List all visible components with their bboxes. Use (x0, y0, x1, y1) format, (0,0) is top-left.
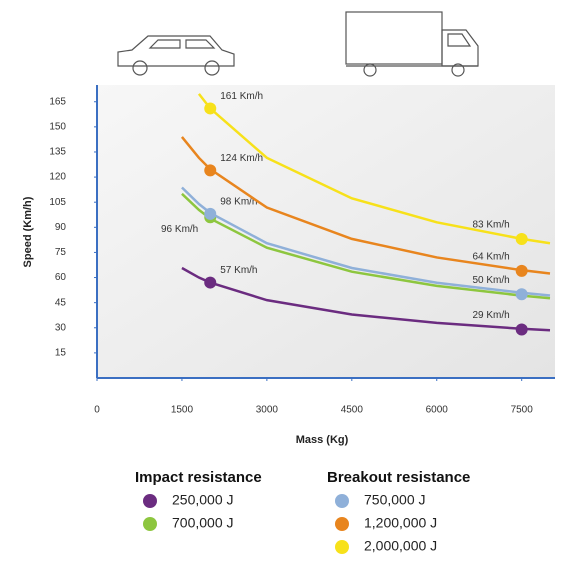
value-label: 161 Km/h (220, 91, 263, 102)
legend-label: 750,000 J (364, 492, 426, 508)
y-tick-label: 90 (55, 222, 67, 233)
x-tick-label: 6000 (426, 405, 449, 416)
data-marker (204, 102, 217, 115)
x-axis-title: Mass (Kg) (296, 434, 349, 446)
data-marker (515, 264, 528, 277)
series-line (181, 266, 551, 332)
y-tick-label: 120 (49, 172, 66, 183)
y-tick-label: 60 (55, 272, 67, 283)
legend-label: 700,000 J (172, 515, 234, 531)
legend-swatch (335, 517, 349, 531)
series-line (180, 136, 551, 275)
x-tick-label: 3000 (256, 405, 279, 416)
y-tick-label: 75 (55, 247, 67, 258)
legend-title: Impact resistance (135, 469, 262, 486)
x-tick-label: 4500 (341, 405, 364, 416)
value-label: 64 Km/h (472, 251, 509, 262)
legend-title: Breakout resistance (327, 469, 470, 486)
value-label: 50 Km/h (472, 275, 509, 286)
series-line (181, 192, 551, 300)
legend-swatch (335, 540, 349, 554)
legend-label: 1,200,000 J (364, 515, 437, 531)
y-tick-label: 15 (55, 348, 67, 359)
x-tick-label: 7500 (511, 405, 534, 416)
legend-label: 2,000,000 J (364, 538, 437, 554)
y-tick-label: 135 (49, 147, 66, 158)
y-axis-title: Speed (Km/h) (22, 196, 34, 267)
truck-icon (345, 11, 479, 77)
value-label: 124 Km/h (220, 153, 263, 164)
y-tick-label: 30 (55, 322, 67, 333)
data-marker (515, 233, 528, 246)
y-tick-label: 165 (49, 96, 66, 107)
legend-label: 250,000 J (172, 492, 234, 508)
value-label: 96 Km/h (161, 224, 198, 235)
value-label: 57 Km/h (220, 265, 257, 276)
car-icon (117, 35, 235, 76)
x-tick-label: 1500 (171, 405, 194, 416)
y-tick-label: 150 (49, 121, 66, 132)
value-label: 98 Km/h (220, 197, 257, 208)
legend-swatch (143, 494, 157, 508)
y-tick-label: 105 (49, 197, 66, 208)
data-marker (515, 323, 528, 336)
y-tick-label: 45 (55, 297, 67, 308)
data-marker (204, 164, 217, 177)
legend-swatch (335, 494, 349, 508)
data-marker (515, 288, 528, 301)
value-label: 83 Km/h (472, 220, 509, 231)
legend-swatch (143, 517, 157, 531)
value-label: 29 Km/h (472, 310, 509, 321)
x-tick-label: 0 (94, 405, 100, 416)
data-marker (204, 276, 217, 289)
data-marker (204, 207, 217, 220)
series-line (181, 186, 551, 297)
